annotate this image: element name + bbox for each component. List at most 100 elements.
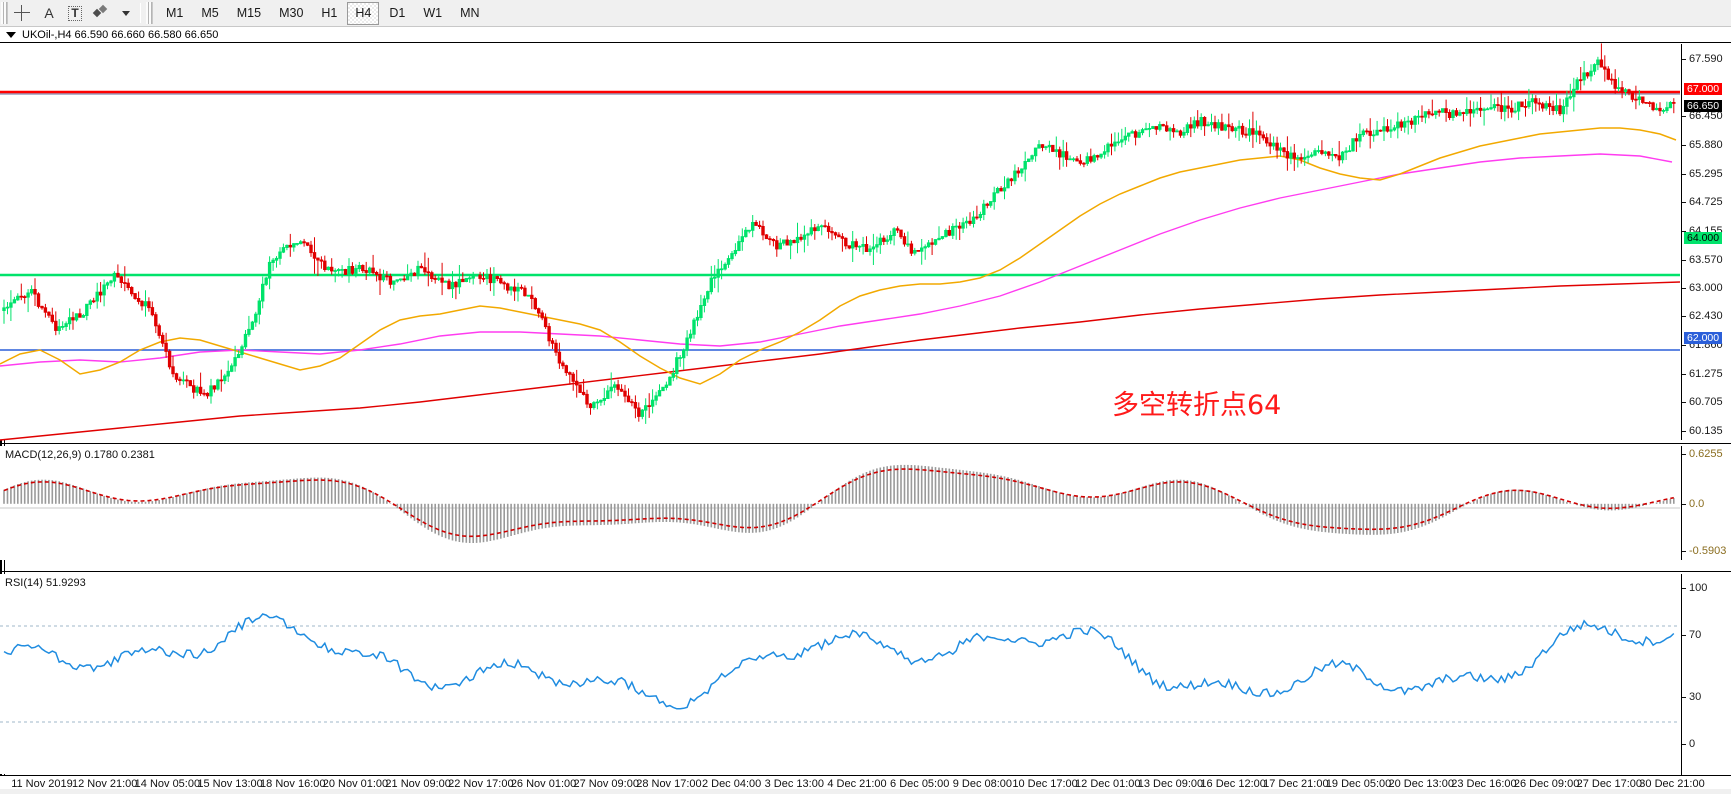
candle-body (547, 326, 551, 342)
candle-body (1365, 130, 1369, 133)
candle-body (381, 275, 386, 281)
candle-body (1061, 151, 1065, 158)
time-axis-label: 13 Dec 09:00 (1137, 778, 1204, 790)
objects-tool-button[interactable] (89, 2, 115, 24)
macd-pane[interactable]: MACD(12,26,9) 0.1780 0.2381 (0, 446, 1680, 560)
timeframe-button-h4[interactable]: H4 (347, 1, 380, 25)
timeframe-button-m5[interactable]: M5 (201, 6, 219, 20)
candle-body (92, 300, 96, 303)
candle-body (1261, 134, 1265, 139)
candle-body (1527, 101, 1531, 108)
price-level-badge-62000[interactable]: 62.000 (1684, 331, 1723, 344)
candle-body (1096, 155, 1100, 158)
text-label-tool-button[interactable]: T (63, 2, 87, 24)
candle-body (561, 362, 565, 367)
candle-body (437, 277, 441, 280)
timeframe-button-m1[interactable]: M1 (166, 6, 184, 20)
candle-body (1109, 143, 1114, 147)
timeframe-button-w1[interactable]: W1 (423, 6, 443, 20)
candle-body (1651, 102, 1655, 111)
candle-body (1330, 154, 1334, 156)
candle-body (778, 242, 782, 250)
timeframe-button-m15[interactable]: M15 (236, 6, 262, 20)
candle-body (644, 405, 648, 411)
price-axis-tick (1682, 144, 1686, 146)
candle-body (678, 357, 682, 359)
candle-body (581, 391, 586, 395)
candle-body (468, 277, 472, 280)
candle-body (305, 242, 310, 246)
candle-body (74, 313, 79, 321)
candle-body (47, 311, 51, 316)
candle-body (1468, 109, 1472, 114)
candle-body (1064, 151, 1069, 160)
rsi-pane[interactable]: RSI(14) 51.9293 (0, 574, 1680, 774)
candle-body (1506, 105, 1510, 109)
candlestick-series (2, 43, 1676, 424)
macd-axis-label: 0.6255 (1689, 447, 1723, 460)
timeframe-button-mn[interactable]: MN (460, 6, 480, 20)
price-chart-pane[interactable]: 多空转折点64 (0, 43, 1681, 441)
candle-body (1361, 130, 1365, 136)
objects-dropdown-button[interactable] (117, 2, 135, 24)
candle-body (1102, 151, 1107, 155)
candle-body (216, 379, 220, 390)
candle-body (330, 266, 334, 272)
timeframe-button-d1[interactable]: D1 (389, 6, 406, 20)
candle-body (319, 259, 324, 262)
timeframe-button-m30[interactable]: M30 (279, 6, 304, 20)
timeframe-drag-handle[interactable] (146, 2, 153, 24)
price-axis[interactable]: 67.590 66.450 65.880 65.295 64.725 64.155 63.5… (1681, 44, 1731, 440)
candle-body (1127, 132, 1131, 137)
candle-body (419, 265, 424, 269)
price-level-badge-67000[interactable]: 67.000 (1684, 82, 1723, 95)
candle-body (1292, 152, 1296, 159)
toolbar-drag-handle[interactable] (1, 2, 8, 24)
candle-body (1258, 130, 1262, 136)
symbol-info-bar: UKOil-,H4 66.590 66.660 66.580 66.650 (0, 27, 1731, 43)
candle-body (409, 272, 413, 277)
candle-body (1354, 138, 1359, 142)
candle-body (1075, 158, 1079, 162)
time-axis-label: 20 Nov 01:00 (322, 778, 389, 790)
candle-body (1485, 108, 1490, 111)
candle-body (1054, 149, 1058, 152)
time-axis-label: 22 Nov 17:00 (448, 778, 514, 790)
timeframe-button-h1[interactable]: H1 (321, 6, 338, 20)
candle-body (775, 240, 779, 250)
candle-body (740, 236, 744, 243)
crosshair-tool-button[interactable] (9, 2, 35, 24)
candle-body (236, 354, 241, 359)
price-axis-label: 62.430 (1689, 310, 1723, 323)
time-axis-label: 16 Dec 12:00 (1200, 778, 1266, 790)
candle-body (578, 384, 582, 393)
candle-body (36, 293, 41, 307)
time-axis-label: 15 Nov 13:00 (197, 778, 263, 790)
price-level-badge-66650[interactable]: 66.650 (1684, 100, 1723, 113)
candle-body (757, 224, 762, 227)
candle-body (1441, 108, 1445, 113)
macd-axis[interactable]: 0.6255 0.0 -0.5903 (1681, 446, 1731, 560)
collapse-triangle-icon[interactable] (6, 31, 16, 38)
candle-body (802, 234, 807, 240)
horizontal-scrollbar[interactable] (0, 789, 1731, 794)
candle-body (412, 272, 417, 277)
candle-body (954, 225, 958, 228)
candle-body (1285, 151, 1290, 159)
text-tool-button[interactable]: A (37, 2, 61, 24)
candle-body (737, 241, 741, 252)
candle-body (88, 300, 92, 305)
candle-body (1661, 110, 1666, 112)
candle-body (999, 188, 1003, 192)
rsi-axis[interactable]: 100 70 30 0 (1681, 574, 1731, 775)
candle-body (1161, 124, 1165, 127)
candle-body (416, 265, 420, 277)
candle-body (1020, 168, 1024, 174)
time-axis-label: 23 Dec 16:00 (1451, 778, 1517, 790)
rsi-axis-tick (1682, 634, 1686, 636)
price-level-badge-64000[interactable]: 64.000 (1684, 232, 1723, 245)
candle-body (281, 247, 286, 253)
candle-body (626, 395, 631, 403)
candle-body (982, 203, 986, 215)
candle-body (195, 386, 199, 393)
